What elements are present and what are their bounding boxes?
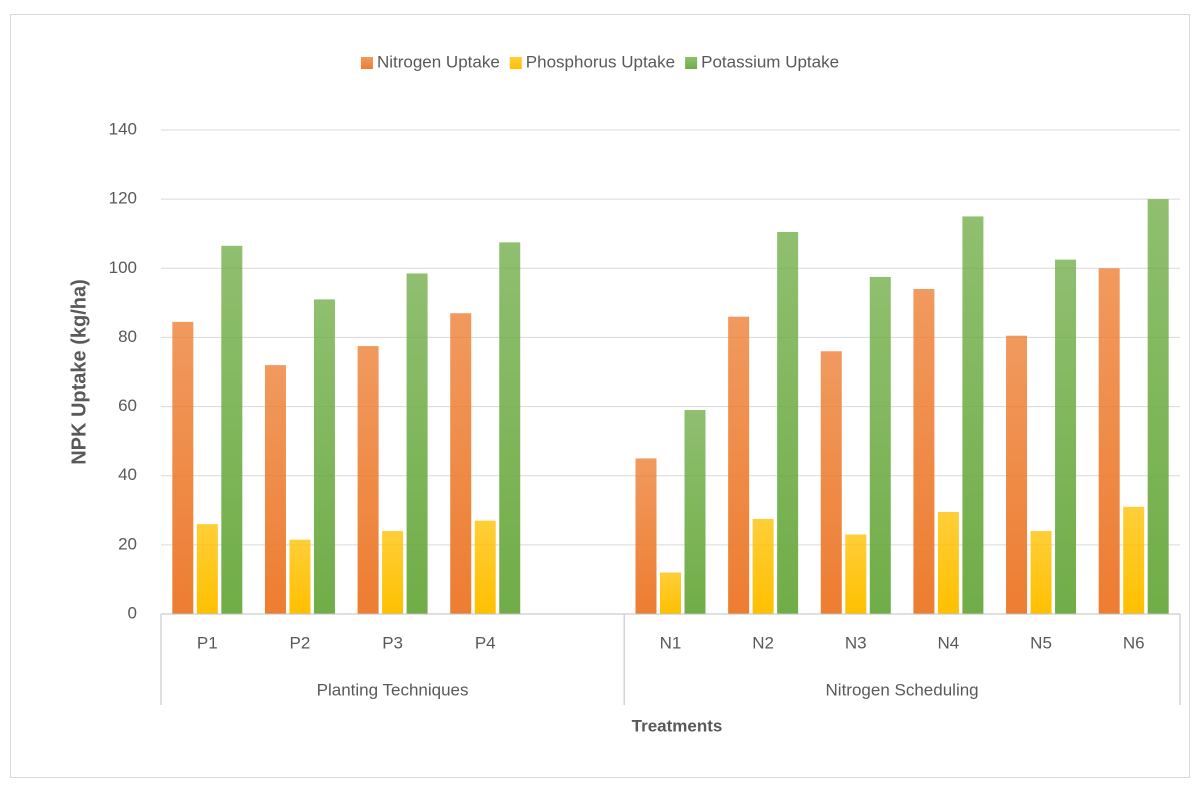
bar	[1030, 531, 1052, 614]
x-tick-label: N5	[1030, 633, 1052, 652]
x-axis-title: Treatments	[632, 716, 723, 735]
x-tick-label: N4	[938, 633, 960, 652]
legend-label: Nitrogen Uptake	[377, 52, 500, 71]
bar	[635, 458, 657, 614]
bar	[845, 534, 867, 614]
bar	[684, 410, 706, 614]
legend-label: Phosphorus Uptake	[526, 52, 675, 71]
bar	[820, 351, 842, 614]
bar	[499, 242, 521, 614]
bar	[264, 365, 286, 614]
x-tick-label: N6	[1123, 633, 1145, 652]
bar	[937, 512, 959, 614]
y-axis-title: NPK Uptake (kg/ha)	[68, 279, 90, 465]
x-tick-label: P1	[197, 633, 218, 652]
x-tick-label: N1	[660, 633, 682, 652]
legend-label: Potassium Uptake	[701, 52, 839, 71]
bar	[196, 524, 218, 614]
bar	[172, 321, 194, 614]
x-tick-label: P3	[382, 633, 403, 652]
x-tick-label: P4	[475, 633, 496, 652]
bar	[869, 276, 891, 614]
bar	[660, 572, 681, 614]
y-tick-label: 60	[118, 396, 137, 415]
bar	[357, 346, 379, 614]
legend-item: Potassium Uptake	[685, 52, 839, 71]
group-label: Nitrogen Scheduling	[826, 680, 979, 699]
bar	[1123, 506, 1145, 614]
x-tick-label: N3	[845, 633, 867, 652]
legend-item: Nitrogen Uptake	[360, 52, 500, 71]
legend-swatch	[509, 57, 522, 69]
chart-frame	[10, 14, 1190, 778]
bar	[450, 313, 472, 614]
y-tick-label: 140	[109, 119, 137, 138]
legend-swatch	[360, 57, 373, 69]
bar	[382, 531, 404, 614]
bar	[474, 520, 496, 614]
bar	[406, 273, 428, 614]
bar	[962, 216, 984, 614]
bar	[221, 245, 243, 615]
bar	[1098, 268, 1120, 614]
legend-swatch	[685, 57, 698, 69]
y-tick-label: 0	[128, 603, 137, 622]
y-tick-label: 20	[118, 534, 137, 553]
bar	[777, 231, 799, 614]
bar	[752, 518, 774, 614]
bar	[1147, 199, 1169, 614]
bar	[313, 299, 335, 614]
y-tick-label: 80	[118, 327, 137, 346]
x-tick-label: P2	[290, 633, 311, 652]
bar	[1006, 335, 1028, 614]
legend-item: Phosphorus Uptake	[509, 52, 675, 71]
y-tick-label: 40	[118, 465, 137, 484]
y-tick-label: 120	[109, 189, 137, 208]
group-label: Planting Techniques	[317, 680, 469, 699]
bar	[289, 539, 311, 614]
x-tick-label: N2	[752, 633, 774, 652]
y-tick-label: 100	[109, 258, 137, 277]
bar	[913, 289, 935, 614]
bar	[1055, 259, 1077, 614]
bar	[728, 316, 750, 614]
